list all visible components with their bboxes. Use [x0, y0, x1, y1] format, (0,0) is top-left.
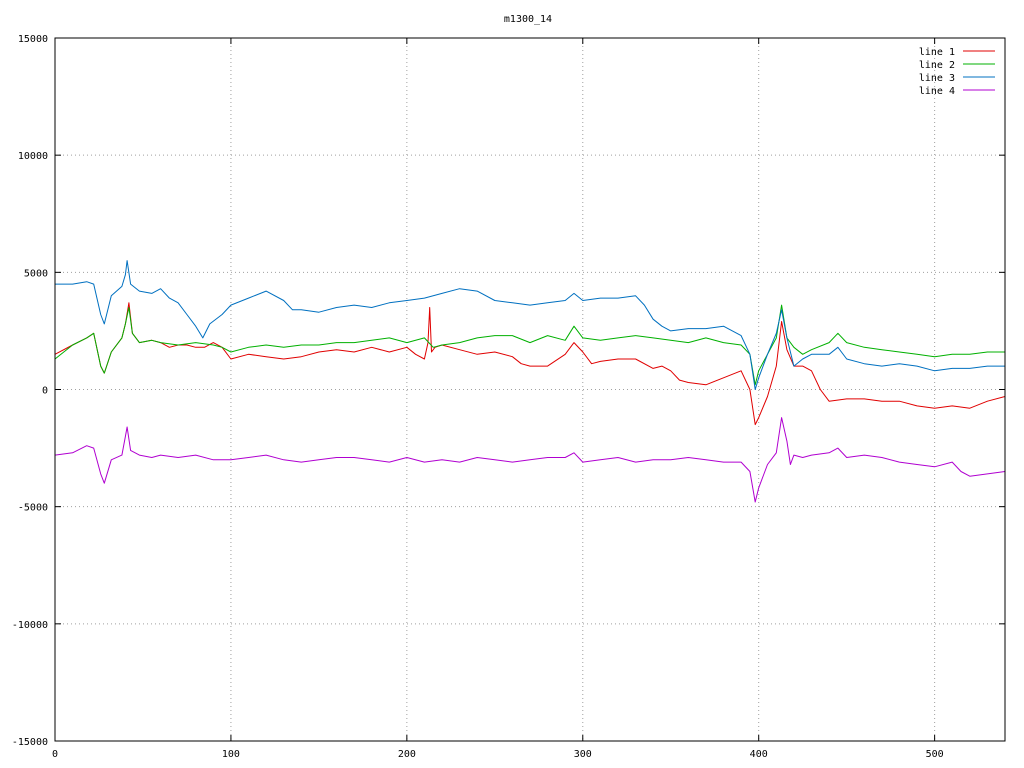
x-tick-label: 100: [222, 749, 240, 760]
x-tick-label: 0: [52, 749, 58, 760]
x-tick-label: 400: [750, 749, 768, 760]
x-tick-label: 300: [574, 749, 592, 760]
x-tick-label: 500: [926, 749, 944, 760]
legend-label: line 2: [919, 60, 955, 71]
series-line-4: [54, 417, 1006, 503]
legend-label: line 3: [919, 73, 955, 84]
grid-lines: [55, 38, 1005, 741]
chart-title: m1300_14: [504, 14, 552, 25]
legend: line 1 line 2 line 3 line 4: [919, 47, 995, 97]
y-tick-label: 5000: [24, 268, 48, 279]
legend-label: line 4: [919, 86, 955, 97]
y-tick-label: -15000: [12, 737, 48, 748]
series-line-3: [55, 260, 1005, 390]
y-tick-label: 0: [42, 386, 48, 397]
axis-ticks: 0 100 200 300 400 500 -15000 -10000 -5000 0 5000 10…: [12, 34, 1005, 760]
legend-label: line 1: [919, 47, 955, 58]
y-tick-label: -5000: [18, 503, 48, 514]
y-tick-label: 10000: [18, 151, 48, 162]
y-tick-label: 15000: [18, 34, 48, 45]
series-line-1: [54, 302, 1006, 426]
plot-frame: [54, 37, 1006, 742]
y-tick-label: -10000: [12, 620, 48, 631]
series-line-2: [54, 304, 1005, 386]
x-tick-label: 200: [398, 749, 416, 760]
plot-lines: [54, 260, 1006, 503]
